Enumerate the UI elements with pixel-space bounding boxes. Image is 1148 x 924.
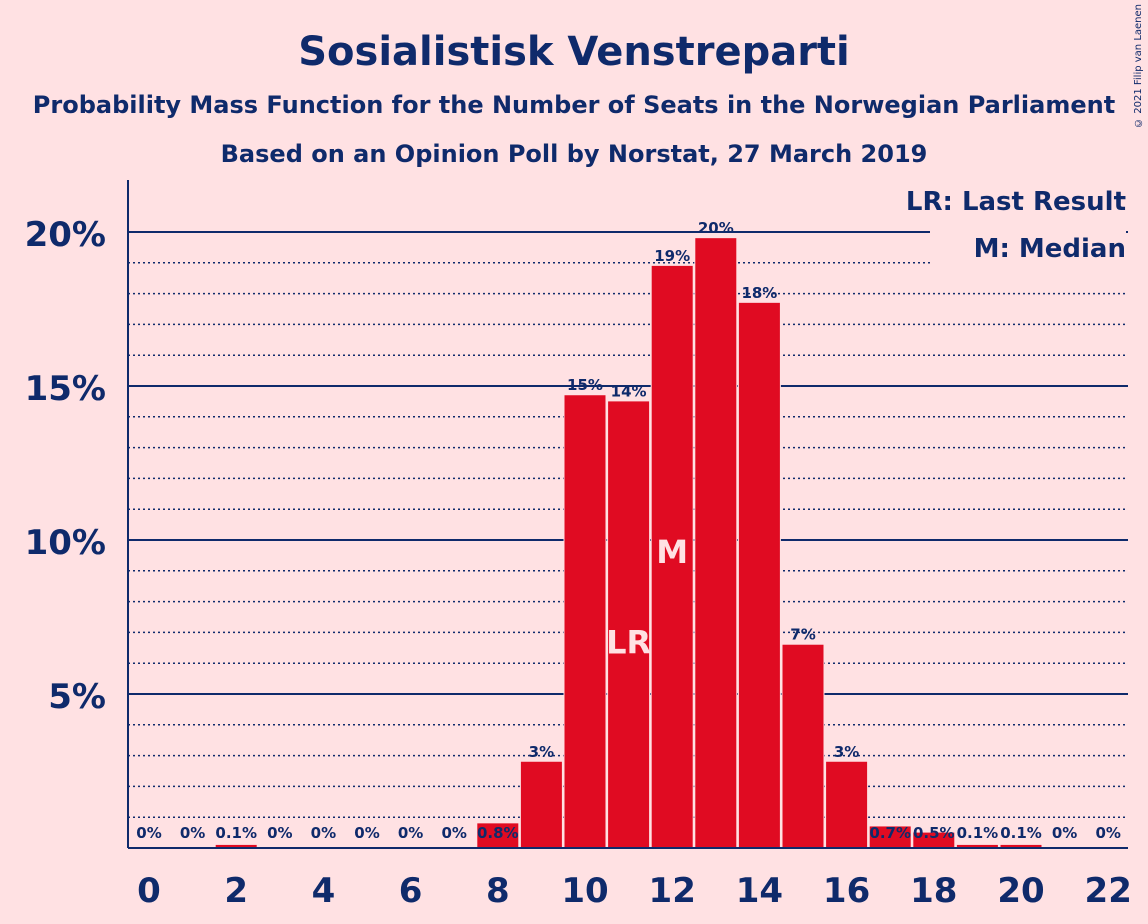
legend-bg	[930, 184, 1126, 220]
data-label: 18%	[741, 284, 777, 302]
data-label: 0%	[398, 824, 423, 842]
x-tick-label: 10	[561, 871, 608, 911]
bar	[826, 761, 868, 848]
legend-entry: LR: Last Result	[906, 187, 1126, 217]
bar-marker-m: M	[656, 533, 688, 571]
x-tick-label: 4	[312, 871, 336, 911]
bar	[477, 823, 519, 848]
data-label: 0.8%	[477, 824, 519, 842]
data-label: 0%	[441, 824, 466, 842]
y-tick-label: 20%	[25, 215, 106, 255]
data-label: 0%	[1095, 824, 1120, 842]
data-label: 3%	[529, 743, 554, 761]
bar	[608, 401, 650, 848]
bar	[564, 395, 606, 848]
legend: LR: Last Result M: Median	[906, 184, 1126, 267]
chart-title: Sosialistisk Venstreparti	[298, 29, 850, 75]
data-label: 0%	[180, 824, 205, 842]
bar	[520, 761, 562, 848]
x-tick-label: 2	[224, 871, 248, 911]
y-tick-label: 5%	[48, 677, 106, 717]
data-label: 0%	[311, 824, 336, 842]
bar	[1000, 844, 1042, 848]
chart-subtitle: Probability Mass Function for the Number…	[33, 91, 1115, 119]
legend-entry: M: Median	[974, 234, 1126, 264]
data-label: 0%	[1052, 824, 1077, 842]
data-label: 0.7%	[869, 824, 911, 842]
x-tick-label: 20	[997, 871, 1044, 911]
legend-bg	[930, 231, 1126, 267]
bar	[869, 826, 911, 848]
data-label: 7%	[790, 626, 815, 644]
bar	[651, 265, 693, 848]
bar	[913, 832, 955, 848]
bar	[215, 844, 257, 848]
x-tick-label: 14	[736, 871, 783, 911]
bar	[956, 844, 998, 848]
bar-marker-lr: LR	[606, 624, 651, 662]
bars: 0% 0% 0.1% 0% 0% 0% 0% 0% 0.8% 3% 15% 14% 19% 20% 18% 7…	[136, 219, 1121, 849]
data-label: 0.1%	[1000, 824, 1042, 842]
bar	[738, 302, 780, 849]
data-label: 0.1%	[957, 824, 999, 842]
x-tick-label: 16	[823, 871, 870, 911]
data-label: 0%	[267, 824, 292, 842]
x-tick-label: 0	[137, 871, 161, 911]
x-tick-label: 18	[910, 871, 957, 911]
chart-subtitle2: Based on an Opinion Poll by Norstat, 27 …	[221, 140, 928, 168]
axes: 0 2 4 6 8 10 12 14 16 18 20 22	[127, 180, 1132, 911]
data-label: 0%	[136, 824, 161, 842]
data-label: 20%	[698, 219, 734, 237]
x-tick-label: 6	[399, 871, 423, 911]
x-tick-label: 8	[486, 871, 510, 911]
x-tick-label: 12	[649, 871, 696, 911]
data-label: 0%	[354, 824, 379, 842]
y-tick-label: 10%	[25, 523, 106, 563]
bar	[782, 644, 824, 848]
y-tick-label: 15%	[25, 369, 106, 409]
data-label: 3%	[834, 743, 859, 761]
data-label: 0.5%	[913, 824, 955, 842]
data-label: 14%	[611, 382, 647, 400]
data-label: 15%	[567, 376, 603, 394]
x-tick-label: 22	[1085, 871, 1132, 911]
data-label: 0.1%	[215, 824, 257, 842]
bar	[695, 238, 737, 848]
data-label: 19%	[654, 247, 690, 265]
